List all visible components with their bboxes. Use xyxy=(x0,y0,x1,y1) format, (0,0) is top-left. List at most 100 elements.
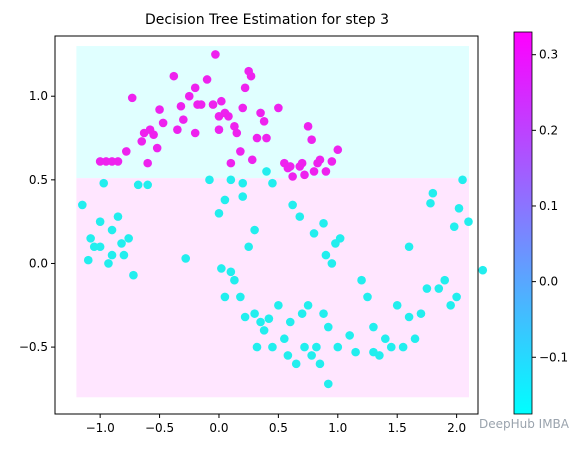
low-point xyxy=(250,309,259,318)
high-point xyxy=(155,105,164,114)
high-point xyxy=(169,71,179,81)
low-point xyxy=(323,379,333,389)
decision-region-1 xyxy=(76,46,470,179)
high-point xyxy=(288,172,297,181)
low-point xyxy=(449,222,459,231)
high-point xyxy=(137,137,147,146)
low-point xyxy=(295,212,305,221)
low-point xyxy=(119,250,129,260)
low-point xyxy=(454,203,464,213)
high-point xyxy=(252,133,262,143)
high-point xyxy=(95,157,105,166)
low-point xyxy=(226,267,236,277)
high-point xyxy=(238,103,248,113)
low-point xyxy=(107,250,117,260)
high-point xyxy=(232,128,242,138)
low-point xyxy=(428,188,438,198)
low-point xyxy=(422,284,432,293)
low-point xyxy=(416,309,426,318)
high-point xyxy=(259,117,269,126)
high-point xyxy=(214,125,224,134)
low-point xyxy=(446,300,455,310)
y-tick-label: 0.0 xyxy=(29,256,48,270)
high-point xyxy=(247,155,257,165)
high-point xyxy=(107,157,117,166)
high-point xyxy=(121,147,131,156)
high-point xyxy=(152,143,162,153)
chart-title: Decision Tree Estimation for step 3 xyxy=(145,12,389,28)
low-point xyxy=(238,178,248,188)
x-tick-label: 1.5 xyxy=(388,421,407,435)
low-point xyxy=(226,175,236,185)
x-tick-label: 0.0 xyxy=(209,421,228,435)
x-tick-label: 0.5 xyxy=(269,421,288,435)
low-point xyxy=(230,275,239,285)
high-point xyxy=(202,75,212,84)
low-point xyxy=(478,265,488,275)
low-point xyxy=(357,275,366,285)
high-point xyxy=(327,157,337,166)
low-point xyxy=(369,322,378,332)
low-point xyxy=(323,322,333,332)
high-point xyxy=(173,125,182,134)
high-point xyxy=(297,158,307,168)
colorbar-tick-label: 0.0 xyxy=(539,275,558,289)
low-point xyxy=(410,334,420,344)
low-point xyxy=(327,259,337,268)
high-point xyxy=(190,83,200,93)
low-point xyxy=(117,239,126,248)
y-tick-label: 0.5 xyxy=(29,173,48,187)
low-point xyxy=(319,219,328,228)
x-tick-label: 1.0 xyxy=(328,421,347,435)
low-point xyxy=(252,342,262,352)
low-point xyxy=(321,250,331,260)
low-point xyxy=(404,242,414,252)
high-point xyxy=(246,71,256,81)
low-point xyxy=(288,200,297,210)
y-tick-label: 1.0 xyxy=(29,89,48,103)
high-point xyxy=(303,122,313,131)
low-point xyxy=(240,312,250,322)
high-point xyxy=(196,100,206,109)
low-point xyxy=(312,342,321,352)
low-point xyxy=(78,200,87,210)
low-point xyxy=(285,317,295,327)
low-point xyxy=(113,212,123,221)
low-point xyxy=(464,217,473,226)
low-point xyxy=(404,312,414,322)
low-point xyxy=(124,234,133,243)
low-point xyxy=(89,242,99,252)
low-point xyxy=(274,300,283,310)
high-point xyxy=(113,157,123,166)
low-point xyxy=(259,326,269,335)
low-point xyxy=(236,292,245,302)
low-point xyxy=(95,217,105,226)
high-point xyxy=(176,101,186,111)
low-point xyxy=(335,234,345,243)
high-point xyxy=(217,96,226,106)
low-point xyxy=(303,300,313,310)
colorbar-tick-label: 0.1 xyxy=(539,199,558,213)
colorbar: −0.1 0.0 0.1 0.2 0.3 xyxy=(513,31,568,415)
low-point xyxy=(392,300,402,310)
low-point xyxy=(307,351,316,360)
low-point xyxy=(345,331,354,340)
low-point xyxy=(268,342,277,352)
low-point xyxy=(319,309,328,318)
high-point xyxy=(127,93,137,103)
high-point xyxy=(333,145,343,155)
high-point xyxy=(321,167,331,176)
low-point xyxy=(262,167,271,176)
watermark: DeepHub IMBA xyxy=(478,417,569,431)
low-point xyxy=(205,175,214,185)
high-point xyxy=(315,155,325,165)
high-point xyxy=(143,158,152,168)
low-point xyxy=(143,180,152,190)
colorbar-tick-label: 0.3 xyxy=(539,48,558,62)
low-point xyxy=(300,342,309,352)
x-tick-label: −0.5 xyxy=(145,421,174,435)
axes-frame xyxy=(54,35,479,415)
low-point xyxy=(220,195,230,205)
high-point xyxy=(158,118,168,128)
